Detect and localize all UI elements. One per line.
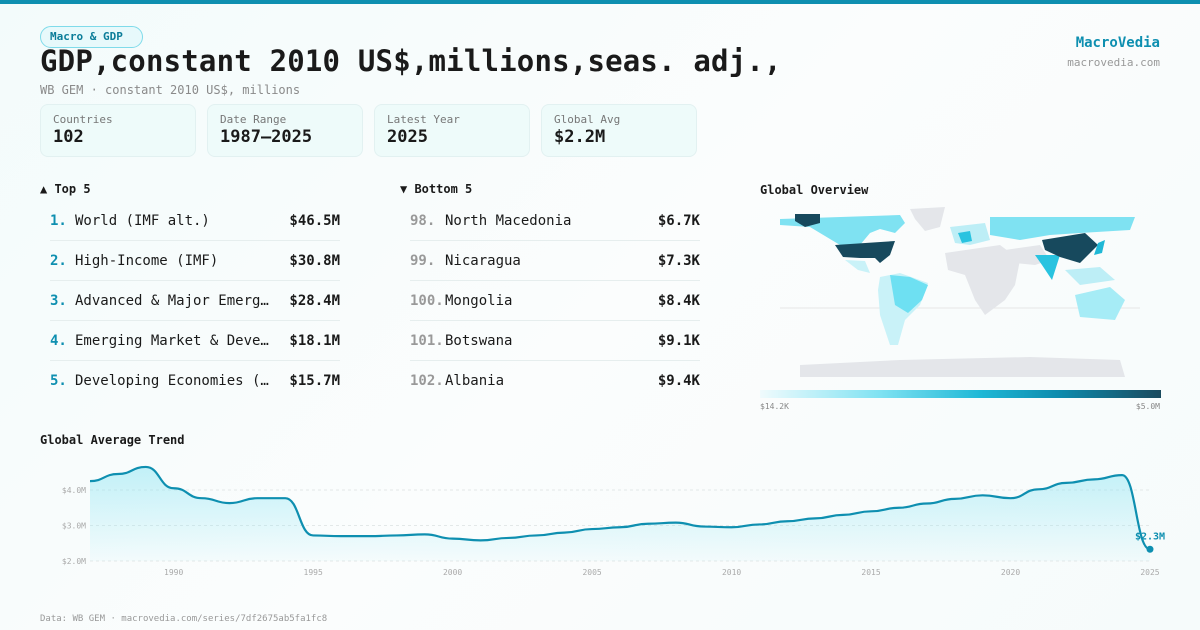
stat-label: Latest Year xyxy=(387,113,460,126)
bottom5-list: 98. North Macedonia $6.7K 99. Nicaragua $7.3K… xyxy=(410,201,700,401)
value: $30.8M xyxy=(289,252,340,269)
region-japan[interactable] xyxy=(1094,240,1105,255)
country-name: Botswana xyxy=(445,332,513,349)
rank: 3. xyxy=(50,292,67,309)
stat-value: 2025 xyxy=(387,127,428,147)
x-tick-label: 2010 xyxy=(722,568,741,577)
end-value-label: $2.3M xyxy=(1135,531,1165,542)
list-item[interactable]: 3. Advanced & Major Emerg… $28.4M xyxy=(50,281,340,321)
region-brazil[interactable] xyxy=(890,275,928,313)
world-map[interactable] xyxy=(780,205,1140,380)
x-tick-label: 1990 xyxy=(164,568,183,577)
country-name: Emerging Market & Deve… xyxy=(75,332,269,349)
x-tick-label: 1995 xyxy=(304,568,323,577)
stat-card-countries: Countries 102 xyxy=(40,104,196,157)
stat-card-date-range: Date Range 1987–2025 xyxy=(207,104,363,157)
trend-chart[interactable]: $2.0M $3.0M $4.0M 1990 1995 2000 2005 2010 2015 2… xyxy=(40,455,1180,585)
value: $6.7K xyxy=(657,212,700,229)
brand-url[interactable]: macrovedia.com xyxy=(1067,56,1160,69)
bottom5-heading: ▼ Bottom 5 xyxy=(400,182,473,196)
category-tag[interactable]: Macro & GDP xyxy=(40,26,143,48)
page-subtitle: WB GEM · constant 2010 US$, millions xyxy=(40,83,301,97)
country-name: World (IMF alt.) xyxy=(75,212,210,229)
country-name: Mongolia xyxy=(445,292,513,309)
country-name: Albania xyxy=(445,373,505,389)
stat-value: 1987–2025 xyxy=(220,127,313,147)
country-name: North Macedonia xyxy=(445,212,572,229)
rank: 5. xyxy=(50,373,67,389)
map-heading: Global Overview xyxy=(760,183,869,197)
rank: 98. xyxy=(410,212,436,229)
stat-value: 102 xyxy=(53,127,84,147)
list-item[interactable]: 5. Developing Economies (… $15.7M xyxy=(50,361,340,401)
rank: 101. xyxy=(410,332,444,349)
legend-max: $5.0M xyxy=(1135,402,1160,411)
x-tick-label: 2025 xyxy=(1140,568,1159,577)
country-name: Advanced & Major Emerg… xyxy=(75,292,269,309)
map-color-scale xyxy=(760,390,1161,398)
x-tick-label: 2020 xyxy=(1001,568,1020,577)
value: $15.7M xyxy=(289,373,340,389)
region-australia[interactable] xyxy=(1075,287,1125,320)
region-greenland[interactable] xyxy=(910,207,945,231)
region-china[interactable] xyxy=(1042,233,1098,263)
footer-source: Data: WB GEM · macrovedia.com/series/7df… xyxy=(40,614,328,624)
list-item[interactable]: 102. Albania $9.4K xyxy=(410,361,700,401)
rank: 1. xyxy=(50,212,67,229)
value: $8.4K xyxy=(657,292,700,309)
region-alaska[interactable] xyxy=(795,214,820,227)
trend-heading: Global Average Trend xyxy=(40,433,185,447)
stat-card-global-avg: Global Avg $2.2M xyxy=(541,104,697,157)
region-antarctica[interactable] xyxy=(800,357,1125,377)
x-tick-label: 2005 xyxy=(582,568,601,577)
stat-label: Countries xyxy=(53,113,113,126)
value: $18.1M xyxy=(289,332,340,349)
top5-heading: ▲ Top 5 xyxy=(40,182,91,196)
region-germany-france[interactable] xyxy=(958,231,972,243)
region-mexico[interactable] xyxy=(845,260,870,273)
rank: 102. xyxy=(410,373,444,389)
value: $46.5M xyxy=(289,212,340,229)
y-tick-label: $4.0M xyxy=(62,486,86,495)
data-point xyxy=(1146,545,1154,553)
value: $28.4M xyxy=(289,292,340,309)
trend-area xyxy=(90,466,1150,561)
legend-min: $14.2K xyxy=(760,402,789,411)
value: $9.4K xyxy=(657,373,700,389)
region-russia[interactable] xyxy=(990,217,1135,240)
region-usa[interactable] xyxy=(835,241,895,263)
list-item[interactable]: 2. High-Income (IMF) $30.8M xyxy=(50,241,340,281)
rank: 2. xyxy=(50,252,67,269)
brand-logo[interactable]: MacroVedia xyxy=(1075,35,1160,51)
value: $7.3K xyxy=(657,252,700,269)
region-india[interactable] xyxy=(1035,255,1060,280)
value: $9.1K xyxy=(657,332,700,349)
top-accent-bar xyxy=(0,0,1200,4)
x-tick-label: 2015 xyxy=(861,568,880,577)
list-item[interactable]: 4. Emerging Market & Deve… $18.1M xyxy=(50,321,340,361)
trend-line xyxy=(89,465,1151,551)
rank: 99. xyxy=(410,252,436,269)
region-southeast-asia[interactable] xyxy=(1065,267,1115,285)
stat-label: Date Range xyxy=(220,113,287,126)
y-tick-label: $2.0M xyxy=(62,557,86,566)
country-name: Nicaragua xyxy=(445,252,521,269)
stat-label: Global Avg xyxy=(554,113,621,126)
page-title: GDP,constant 2010 US$,millions,seas. adj… xyxy=(40,44,782,78)
y-tick-label: $3.0M xyxy=(62,522,86,531)
list-item[interactable]: 99. Nicaragua $7.3K xyxy=(410,241,700,281)
list-item[interactable]: 100. Mongolia $8.4K xyxy=(410,281,700,321)
country-name: Developing Economies (… xyxy=(75,373,269,389)
list-item[interactable]: 98. North Macedonia $6.7K xyxy=(410,201,700,241)
rank: 100. xyxy=(410,292,444,309)
x-tick-label: 2000 xyxy=(443,568,462,577)
list-item[interactable]: 1. World (IMF alt.) $46.5M xyxy=(50,201,340,241)
region-africa[interactable] xyxy=(945,245,1020,315)
stat-card-latest-year: Latest Year 2025 xyxy=(374,104,530,157)
country-name: High-Income (IMF) xyxy=(75,252,219,269)
rank: 4. xyxy=(50,332,67,349)
top5-list: 1. World (IMF alt.) $46.5M 2. High-Income (I… xyxy=(50,201,340,401)
list-item[interactable]: 101. Botswana $9.1K xyxy=(410,321,700,361)
stat-value: $2.2M xyxy=(554,127,606,147)
